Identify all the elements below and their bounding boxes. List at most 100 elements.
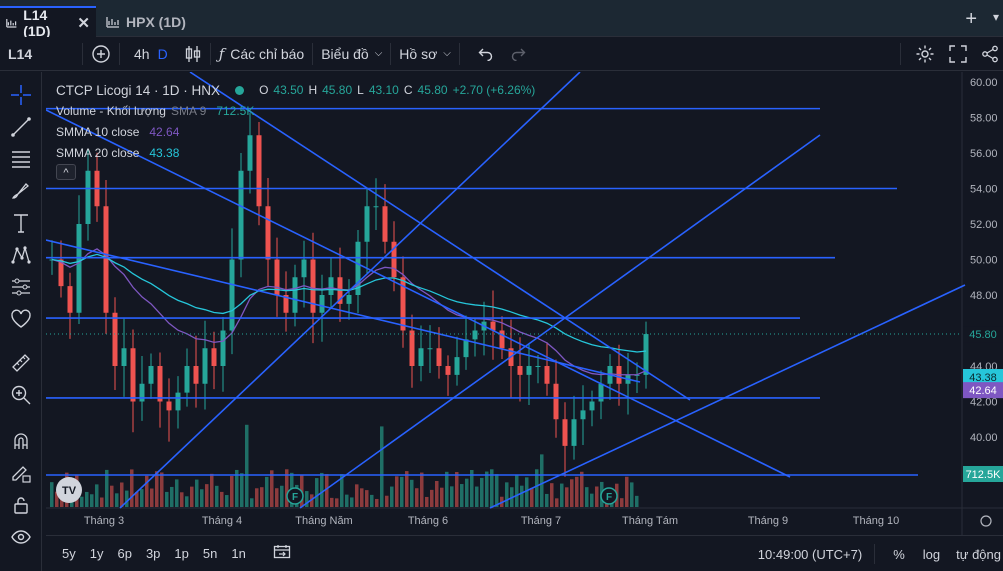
volume-bar	[105, 469, 109, 507]
interval-4h-button[interactable]: 4h	[134, 45, 150, 62]
volume-bar	[90, 494, 94, 507]
candle-style-button[interactable]	[176, 37, 210, 70]
candle-body	[490, 321, 496, 331]
ohlc-high: 45.80	[322, 83, 353, 97]
candle-body	[76, 224, 82, 313]
volume-bar	[535, 469, 539, 507]
candle-body	[427, 348, 433, 350]
measure-tool[interactable]	[8, 350, 34, 376]
volume-bar	[575, 476, 579, 507]
candle-body	[499, 330, 505, 349]
candle-body	[454, 357, 460, 375]
eye-icon	[11, 530, 31, 544]
collapse-legend-button[interactable]: ^	[56, 164, 76, 180]
candle-body	[562, 419, 568, 446]
range-1y-button[interactable]: 1y	[89, 546, 104, 561]
range-1m-button[interactable]: 1p	[174, 546, 189, 561]
volume-bar	[200, 489, 204, 507]
redo-icon	[511, 48, 526, 61]
volume-bar	[140, 489, 144, 507]
time-tick-label: Tháng 7	[521, 515, 561, 527]
interval-d-button[interactable]: D	[157, 45, 168, 62]
volume-bar	[490, 469, 494, 507]
lock-drawings-tool[interactable]	[8, 492, 34, 518]
settings-gear-icon[interactable]	[915, 44, 935, 64]
text-tool[interactable]	[8, 210, 34, 236]
prediction-tool[interactable]	[8, 274, 34, 300]
compare-button[interactable]	[83, 37, 119, 70]
goto-date-button[interactable]	[253, 544, 298, 563]
volume-bar	[420, 472, 424, 507]
range-5y-button[interactable]: 5y	[62, 546, 76, 561]
add-tab-icon[interactable]: +	[965, 8, 977, 30]
volume-bar	[135, 492, 139, 507]
zoom-tool[interactable]	[8, 382, 34, 408]
volume-bar	[235, 469, 239, 507]
time-tick-label: Tháng Tám	[622, 515, 678, 527]
chevron-down-icon[interactable]: ▾	[992, 10, 999, 24]
volume-bar	[330, 497, 334, 507]
tradingview-logo: TV	[56, 477, 82, 503]
fib-tool[interactable]	[8, 146, 34, 172]
close-icon[interactable]: ✕	[77, 14, 90, 32]
magnet-tool[interactable]	[8, 428, 34, 454]
log-scale-button[interactable]: log	[922, 546, 941, 562]
candle-body	[319, 295, 325, 313]
profile-menu-button[interactable]: Hồ sơ ⌵	[391, 37, 459, 70]
add-circle-icon	[92, 44, 110, 63]
candle-body	[265, 206, 271, 260]
symbol-search-button[interactable]: L14	[8, 45, 33, 62]
tradingview-logo-bg	[56, 477, 82, 503]
legend-smma10-row[interactable]: SMMA 10 close 42.64	[56, 122, 535, 143]
volume-bar	[440, 487, 444, 507]
volume-bar	[515, 475, 519, 507]
hide-drawings-tool[interactable]	[8, 524, 34, 550]
indicators-button[interactable]: ƒ Các chỉ báo	[211, 37, 313, 70]
clock[interactable]: 10:49:00 (UTC+7)	[757, 546, 863, 562]
volume-bar	[345, 494, 349, 507]
price-tick-label: 50.00	[970, 255, 998, 267]
range-3m-button[interactable]: 3p	[145, 546, 161, 561]
legend-volume-row[interactable]: Volume - Khối lượng SMA 9 712.5K	[56, 101, 535, 122]
trend-line-tool[interactable]	[8, 114, 34, 140]
favorites-tool[interactable]	[8, 306, 34, 332]
range-6m-button[interactable]: 6p	[117, 546, 132, 561]
pattern-tool[interactable]	[8, 242, 34, 268]
ohlc-close: 45.80	[417, 83, 448, 97]
tab-hpx[interactable]: HPX (1D)	[100, 6, 192, 37]
horizontal-lines-icon	[12, 151, 30, 168]
volume-bar	[195, 479, 199, 507]
undo-button[interactable]	[460, 37, 502, 70]
range-1d-button[interactable]: 1n	[231, 546, 246, 561]
percent-scale-button[interactable]: %	[893, 546, 905, 562]
pencil-lock-icon	[12, 466, 31, 483]
legend-title-row: CTCP Licogi 14 · 1D · HNX O 43.50 H 45.80 …	[56, 80, 535, 101]
candle-body	[184, 366, 190, 393]
chart-menu-button[interactable]: Biểu đồ ⌵	[313, 37, 390, 70]
calendar-range-icon	[273, 545, 290, 559]
legend-smma20-row[interactable]: SMMA 20 close 43.38	[56, 143, 535, 164]
range-5d-button[interactable]: 5n	[202, 546, 218, 561]
candle-body	[292, 277, 298, 313]
price-tick-label: 58.00	[970, 113, 998, 125]
price-tick-label: 42.00	[970, 397, 998, 409]
tab-l14[interactable]: L14 (1D) ✕	[0, 6, 96, 39]
auto-scale-button[interactable]: tự động	[956, 546, 1001, 562]
divider	[209, 42, 211, 65]
candle-body	[589, 401, 595, 411]
crosshair-tool[interactable]	[8, 82, 34, 108]
price-chart[interactable]: 60.0058.0056.0054.0052.0050.0048.0046.00…	[46, 72, 1003, 535]
fullscreen-icon[interactable]	[949, 45, 967, 63]
volume-bar	[240, 473, 244, 507]
redo-button[interactable]	[502, 37, 534, 70]
volume-bar	[155, 471, 159, 507]
share-icon[interactable]	[981, 45, 999, 63]
keep-drawing-tool[interactable]	[8, 460, 34, 486]
smma20-badge-text: 43.38	[969, 372, 997, 384]
tab-strip: L14 (1D) ✕ HPX (1D) + ▾	[0, 0, 1003, 39]
volume-bar	[280, 485, 284, 507]
brush-tool[interactable]	[8, 178, 34, 204]
volume-bar	[375, 498, 379, 507]
volume-bar	[125, 490, 129, 507]
volume-bar	[100, 497, 104, 507]
